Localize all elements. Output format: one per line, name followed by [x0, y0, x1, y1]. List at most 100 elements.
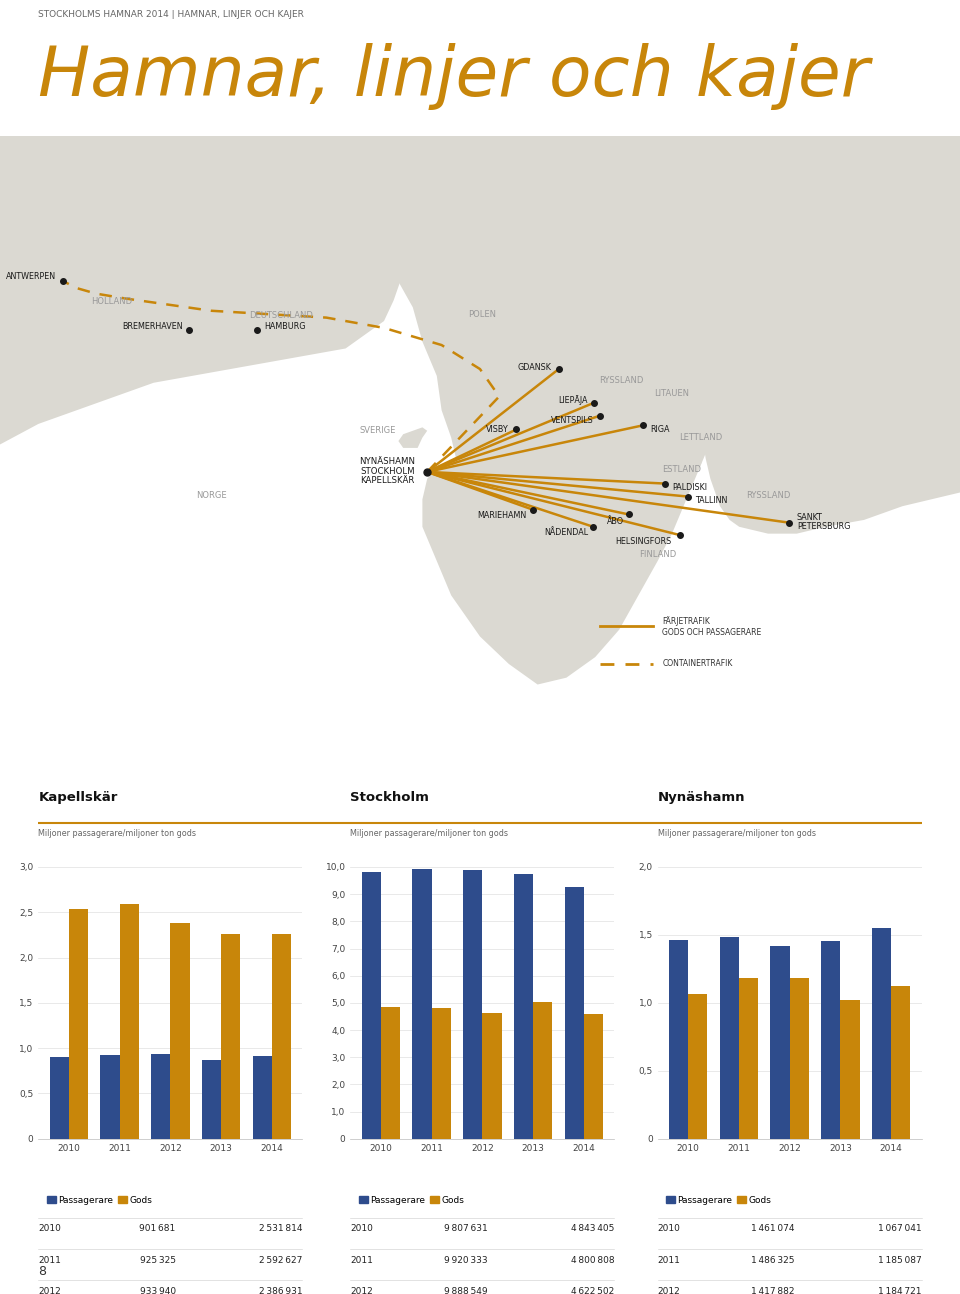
- Polygon shape: [571, 356, 706, 485]
- Text: NORGE: NORGE: [196, 492, 227, 501]
- Text: BREMERHAVEN: BREMERHAVEN: [122, 322, 182, 331]
- Legend: Passagerare, Gods: Passagerare, Gods: [43, 1192, 156, 1209]
- Text: LIEPĀJA: LIEPĀJA: [558, 395, 588, 405]
- Text: DEUTSCHLAND: DEUTSCHLAND: [250, 311, 313, 320]
- Text: Hamnar, linjer och kajer: Hamnar, linjer och kajer: [38, 43, 870, 110]
- Bar: [584, 1014, 603, 1139]
- Text: 2011: 2011: [350, 1255, 373, 1264]
- Bar: [202, 1060, 221, 1139]
- Bar: [720, 937, 739, 1139]
- Text: 4 622 502: 4 622 502: [571, 1286, 614, 1294]
- Polygon shape: [0, 136, 413, 444]
- Bar: [463, 870, 483, 1139]
- Text: LETTLAND: LETTLAND: [679, 433, 723, 443]
- Text: 1 461 074: 1 461 074: [752, 1224, 795, 1233]
- Bar: [840, 1000, 859, 1139]
- Text: RIGA: RIGA: [650, 424, 669, 433]
- Bar: [688, 994, 708, 1139]
- Text: FINLAND: FINLAND: [639, 550, 676, 559]
- Text: 1 417 882: 1 417 882: [752, 1286, 795, 1294]
- Bar: [739, 978, 758, 1139]
- Text: 9 807 631: 9 807 631: [444, 1224, 488, 1233]
- Text: 2010: 2010: [38, 1224, 61, 1233]
- Legend: Passagerare, Gods: Passagerare, Gods: [355, 1192, 468, 1209]
- Text: HAMBURG: HAMBURG: [264, 322, 305, 331]
- Bar: [413, 870, 432, 1139]
- Text: ÅBO: ÅBO: [607, 516, 624, 525]
- Bar: [252, 1056, 272, 1139]
- Text: 901 681: 901 681: [139, 1224, 176, 1233]
- Text: TALLINN: TALLINN: [695, 496, 728, 505]
- Text: CONTAINERTRAFIK: CONTAINERTRAFIK: [662, 660, 732, 669]
- Text: 2 592 627: 2 592 627: [259, 1255, 302, 1264]
- Text: 2010: 2010: [350, 1224, 373, 1233]
- Text: LITAUEN: LITAUEN: [655, 389, 689, 399]
- Text: SANKT
PETERSBURG: SANKT PETERSBURG: [797, 512, 851, 532]
- Bar: [381, 1007, 400, 1139]
- Text: 2012: 2012: [38, 1286, 61, 1294]
- Bar: [891, 986, 910, 1139]
- Text: SVERIGE: SVERIGE: [359, 426, 396, 435]
- Polygon shape: [288, 136, 864, 685]
- Bar: [564, 886, 584, 1139]
- Bar: [272, 934, 291, 1139]
- Text: 8: 8: [38, 1264, 46, 1278]
- Text: 2 386 931: 2 386 931: [259, 1286, 302, 1294]
- Text: 2011: 2011: [38, 1255, 61, 1264]
- Bar: [482, 1013, 502, 1139]
- Text: Nynäshamn: Nynäshamn: [658, 791, 745, 804]
- Text: Miljoner passagerare/miljoner ton gods: Miljoner passagerare/miljoner ton gods: [38, 829, 197, 839]
- Text: 4 800 808: 4 800 808: [571, 1255, 614, 1264]
- Bar: [821, 941, 840, 1139]
- Text: 925 325: 925 325: [140, 1255, 176, 1264]
- Text: FÄRJETRAFIK
GODS OCH PASSAGERARE: FÄRJETRAFIK GODS OCH PASSAGERARE: [662, 616, 761, 637]
- Text: 9 888 549: 9 888 549: [444, 1286, 488, 1294]
- Text: 1 184 721: 1 184 721: [878, 1286, 922, 1294]
- Text: VENTSPILS: VENTSPILS: [550, 415, 593, 424]
- Text: 2012: 2012: [658, 1286, 681, 1294]
- Legend: Passagerare, Gods: Passagerare, Gods: [662, 1192, 775, 1209]
- Text: NÅDENDAL: NÅDENDAL: [544, 528, 588, 537]
- Polygon shape: [398, 427, 427, 448]
- Text: 2012: 2012: [350, 1286, 373, 1294]
- Text: 1 185 087: 1 185 087: [877, 1255, 922, 1264]
- Text: 2 531 814: 2 531 814: [259, 1224, 302, 1233]
- Bar: [50, 1057, 69, 1139]
- Bar: [669, 941, 688, 1139]
- Text: GDANSK: GDANSK: [517, 364, 551, 373]
- Text: 9 920 333: 9 920 333: [444, 1255, 488, 1264]
- Bar: [872, 928, 891, 1139]
- Bar: [171, 923, 190, 1139]
- Text: ESTLAND: ESTLAND: [662, 466, 701, 475]
- Text: VISBY: VISBY: [486, 424, 509, 433]
- Text: 1 067 041: 1 067 041: [878, 1224, 922, 1233]
- Bar: [101, 1055, 120, 1139]
- Text: RYSSLAND: RYSSLAND: [746, 492, 790, 501]
- Text: HELSINGFORS: HELSINGFORS: [615, 537, 672, 546]
- Text: ANTWERPEN: ANTWERPEN: [6, 272, 56, 281]
- Text: 2011: 2011: [658, 1255, 681, 1264]
- Text: Miljoner passagerare/miljoner ton gods: Miljoner passagerare/miljoner ton gods: [350, 829, 509, 839]
- Bar: [533, 1002, 552, 1139]
- Bar: [362, 872, 381, 1139]
- Bar: [770, 946, 789, 1139]
- Text: PALDISKI: PALDISKI: [672, 483, 707, 492]
- Polygon shape: [595, 136, 960, 533]
- Bar: [789, 978, 809, 1139]
- Text: 1 486 325: 1 486 325: [752, 1255, 795, 1264]
- Text: 2010: 2010: [658, 1224, 681, 1233]
- Text: Miljoner passagerare/miljoner ton gods: Miljoner passagerare/miljoner ton gods: [658, 829, 816, 839]
- Bar: [514, 875, 533, 1139]
- Bar: [120, 905, 139, 1139]
- Text: Stockholm: Stockholm: [350, 791, 429, 804]
- Text: STOCKHOLM: STOCKHOLM: [360, 467, 415, 476]
- Text: NYNÄSHAMN: NYNÄSHAMN: [359, 457, 415, 466]
- Text: HOLLAND: HOLLAND: [91, 298, 132, 307]
- Bar: [432, 1008, 451, 1139]
- Text: Kapellskär: Kapellskär: [38, 791, 118, 804]
- Bar: [221, 934, 240, 1139]
- Bar: [151, 1055, 171, 1139]
- Text: STOCKHOLMS HAMNAR 2014 | HAMNAR, LINJER OCH KAJER: STOCKHOLMS HAMNAR 2014 | HAMNAR, LINJER …: [38, 10, 304, 19]
- Text: 4 843 405: 4 843 405: [571, 1224, 614, 1233]
- Bar: [69, 910, 88, 1139]
